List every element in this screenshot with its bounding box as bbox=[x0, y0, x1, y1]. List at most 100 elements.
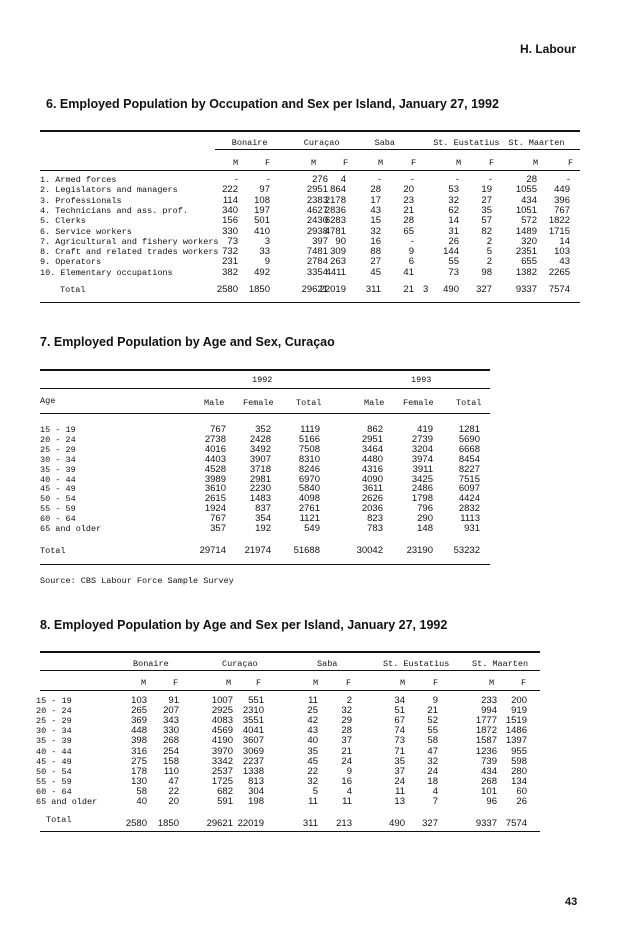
table6-cell: 1822 bbox=[548, 215, 570, 227]
table6-cell: 28 bbox=[526, 174, 537, 185]
table6-cell: 9 bbox=[408, 246, 414, 258]
table7-cell: 3425 bbox=[411, 473, 433, 485]
table6-cell: 396 bbox=[554, 194, 570, 206]
table8-row-label: 55 - 59 bbox=[36, 776, 72, 787]
table7-row-label: 40 - 44 bbox=[40, 474, 76, 485]
table7-cell: 4480 bbox=[361, 453, 383, 465]
table6-cell: 449 bbox=[554, 184, 570, 196]
table6-cell: 98 bbox=[481, 266, 492, 278]
table8-cell: 448 bbox=[131, 725, 147, 737]
table8-row-label: 35 - 39 bbox=[36, 736, 72, 747]
table6-row-label: 4. Technicians and ass. prof. bbox=[40, 205, 188, 216]
table8-cell: 34 bbox=[394, 695, 405, 706]
table8-cell: 4 bbox=[432, 785, 438, 797]
table6-row-label: 9. Operators bbox=[40, 257, 102, 268]
table7-cell: 823 bbox=[367, 513, 383, 525]
table7-cell: 1798 bbox=[411, 493, 433, 505]
table8-cell: 268 bbox=[163, 735, 179, 747]
table8-total-cell: 327 bbox=[422, 818, 438, 829]
table8-cell: 207 bbox=[163, 705, 179, 717]
table8-cell: 9 bbox=[346, 765, 352, 777]
table6-cell: 82 bbox=[481, 225, 492, 237]
table7-cell: 192 bbox=[255, 523, 271, 534]
table8-cell: 18 bbox=[427, 775, 438, 787]
table8-cell: 51 bbox=[394, 705, 405, 717]
table7-cell: 2626 bbox=[361, 493, 383, 505]
table6-sex-header: F bbox=[265, 158, 271, 168]
table6-total-cell: 1850 bbox=[248, 284, 270, 295]
table6-cell: 276 bbox=[312, 174, 328, 185]
table8-cell: 369 bbox=[131, 715, 147, 727]
table6-total-cell: 21 bbox=[403, 284, 414, 295]
table6-cell: 732 bbox=[222, 246, 238, 258]
table6-cell: 9 bbox=[264, 256, 270, 268]
table8-cell: 3069 bbox=[242, 745, 264, 757]
table6-cell: 501 bbox=[254, 215, 270, 227]
table7-cell: 2761 bbox=[298, 503, 320, 515]
table8-cell: 304 bbox=[248, 785, 264, 797]
table6-cell: 309 bbox=[330, 246, 346, 258]
table6-row-label: 3. Professionals bbox=[40, 195, 122, 206]
table8-cell: 11 bbox=[308, 695, 318, 706]
table6-island-header: St. Eustatius bbox=[433, 138, 500, 148]
table8-cell: 67 bbox=[394, 715, 405, 727]
table6-cell: 2265 bbox=[548, 266, 570, 278]
table7-column-header: Male bbox=[204, 398, 225, 408]
table6-cell: - bbox=[488, 174, 492, 185]
table6-island-header: St. Maarten bbox=[508, 138, 565, 148]
table7-cell: 837 bbox=[255, 503, 271, 515]
table8-cell: 58 bbox=[427, 735, 438, 747]
table8-total-cell: 213 bbox=[336, 818, 352, 829]
table7-cell: 2036 bbox=[361, 503, 383, 515]
table6-cell: 32 bbox=[448, 194, 459, 206]
table8-cell: 35 bbox=[307, 745, 318, 757]
table6-cell: 114 bbox=[222, 194, 238, 206]
table8-cell: 21 bbox=[341, 745, 352, 757]
table6-title: 6. Employed Population by Occupation and… bbox=[46, 97, 499, 111]
table6-cell: 434 bbox=[521, 194, 537, 206]
table8-cell: 24 bbox=[394, 775, 405, 787]
table8-cell: 551 bbox=[248, 695, 264, 706]
table8-total-cell: 29621 bbox=[206, 818, 233, 829]
table7-total-cell: 21974 bbox=[244, 545, 271, 556]
table7-cell: 4424 bbox=[458, 493, 480, 505]
table7-cell: 419 bbox=[417, 424, 433, 435]
table8-row-label: 15 - 19 bbox=[36, 696, 72, 706]
table6-cell: 410 bbox=[254, 225, 270, 237]
table8-cell: 4041 bbox=[242, 725, 264, 737]
table8-cell: 24 bbox=[341, 755, 352, 767]
table6-cell: 73 bbox=[448, 266, 459, 278]
table6-cell: 2 bbox=[486, 256, 492, 268]
table6-total-label: Total bbox=[60, 285, 86, 295]
table7-top-rule bbox=[40, 369, 490, 371]
table7-cell: 352 bbox=[255, 424, 271, 435]
table7-row-label: 30 - 34 bbox=[40, 454, 76, 465]
table7-cell: 931 bbox=[464, 523, 480, 534]
table7-row-label: 50 - 54 bbox=[40, 494, 76, 505]
table6-cell: 4 bbox=[340, 174, 346, 185]
table7-year-1993: 1993 bbox=[411, 375, 432, 385]
table8-cell: 330 bbox=[163, 725, 179, 737]
table7-cell: 1281 bbox=[458, 424, 480, 435]
table8-cell: 130 bbox=[131, 775, 147, 787]
page-number: 43 bbox=[565, 896, 578, 908]
table8-cell: 55 bbox=[427, 725, 438, 737]
table8-island-header: Curaçao bbox=[222, 659, 258, 669]
table8-sex-header: F bbox=[346, 678, 352, 688]
table8-cell: 598 bbox=[511, 755, 527, 767]
table7-cell: 1924 bbox=[204, 503, 226, 515]
table6-cell: 1055 bbox=[515, 184, 537, 196]
table6-cell: 340 bbox=[222, 204, 238, 216]
table7-cell: 5166 bbox=[298, 433, 320, 445]
table6-cell: - bbox=[410, 235, 414, 247]
table7-cell: 8227 bbox=[458, 463, 480, 475]
table6-cell: 2383 bbox=[306, 194, 328, 206]
table8-cell: 5 bbox=[312, 785, 318, 797]
table8-island-header: Bonaire bbox=[133, 659, 169, 669]
table8-cell: 40 bbox=[307, 735, 318, 747]
table6-sex-header: M bbox=[378, 158, 384, 168]
table8-cell: 22 bbox=[307, 765, 318, 777]
table6-cell: 655 bbox=[521, 256, 537, 268]
table6-cell: 572 bbox=[521, 215, 537, 227]
table8-cell: 29 bbox=[341, 715, 352, 727]
